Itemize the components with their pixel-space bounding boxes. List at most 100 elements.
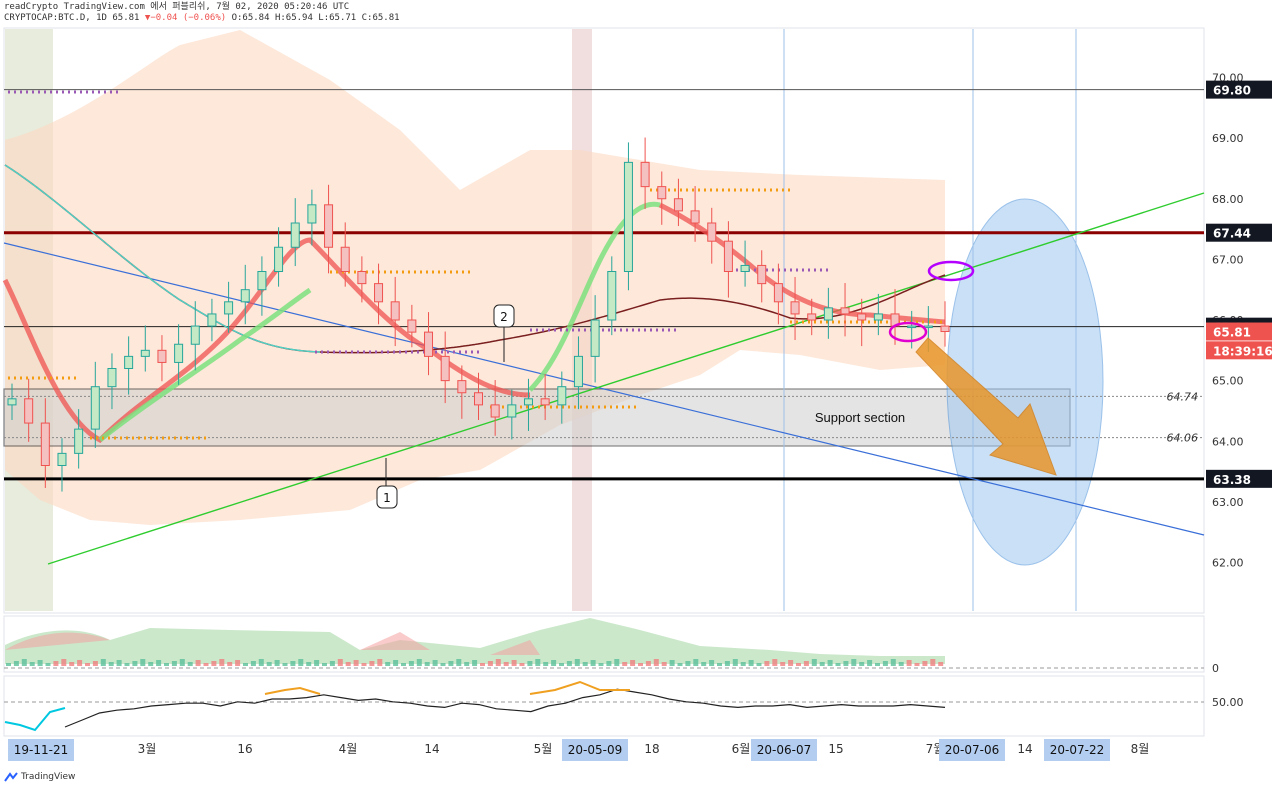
oscillator-line-orange-2 [529, 680, 630, 695]
y-tick-label: 67.00 [1212, 253, 1244, 266]
candle-body [490, 404, 500, 418]
oscillator-bar [819, 662, 825, 666]
y-tick-label: 63.00 [1212, 496, 1244, 509]
candle-body [374, 283, 384, 303]
oscillator-bar [132, 661, 138, 666]
oscillator-bar [179, 659, 185, 666]
candle-body [607, 271, 617, 321]
oscillator-bar [835, 663, 841, 666]
oscillator-pane-2 [3, 675, 1205, 737]
oscillator-bar [764, 661, 770, 666]
candle-body [840, 307, 850, 315]
candle-body [923, 325, 933, 329]
oscillator-bar [401, 663, 406, 666]
price-tag-text: 18:39:16 [1213, 344, 1273, 358]
callout-1-box [376, 485, 398, 509]
oscillator-bar [250, 661, 256, 666]
candle-body [307, 204, 317, 224]
oscillator-bar [709, 660, 715, 666]
x-tick-label: 4월 [339, 742, 358, 756]
oscillator-bar [385, 662, 391, 666]
candle-body [157, 349, 167, 363]
candles [7, 137, 950, 492]
oscillator-zero-label: 0 [1212, 662, 1219, 675]
candle-body [207, 313, 217, 327]
candle-body [773, 283, 783, 303]
oscillator-bar [645, 661, 651, 666]
oscillator-bar [827, 660, 833, 666]
candle-body [590, 319, 600, 357]
candle-body [690, 210, 700, 224]
oscillator-bar [432, 660, 438, 666]
oscillator-bar [898, 662, 904, 666]
oscillator-bar [156, 660, 162, 666]
oscillator-bar [622, 662, 628, 666]
oscillator-bars [6, 659, 944, 666]
candle-body [40, 422, 50, 466]
x-highlight-box [939, 739, 1005, 761]
price-tag-text: 67.44 [1213, 227, 1251, 241]
price-tag-box [1206, 322, 1272, 341]
candle-body [74, 428, 84, 454]
oscillator-bar [606, 661, 612, 666]
x-tick-label: 15 [828, 742, 843, 756]
oscillator-bar [653, 659, 659, 666]
oscillator-bar [393, 660, 399, 666]
y-tick-label: 65.00 [1212, 375, 1244, 388]
oscillator-bar [701, 662, 707, 666]
oscillator-bar [685, 661, 691, 666]
oscillator-bar [503, 662, 509, 666]
candle-body [424, 331, 434, 357]
oscillator-bar [669, 660, 675, 666]
candle-body [790, 301, 800, 315]
callout-2-text: 2 [500, 310, 508, 324]
oscillator-bar [337, 659, 343, 666]
candle-body [940, 325, 950, 333]
oscillator-bar [748, 660, 754, 666]
symbol-label: CRYPTOCAP:BTC.D, 1D 65.81 [4, 13, 140, 23]
candle-body [257, 271, 267, 291]
candle-body [190, 325, 200, 345]
oscillator-cloud-red [5, 632, 540, 655]
candle-body [390, 301, 400, 321]
candle-body [823, 307, 833, 321]
oscillator-bar [472, 660, 478, 666]
oscillator-bar [693, 659, 699, 666]
oscillator-bar [661, 662, 667, 666]
candle-body [407, 319, 417, 333]
oscillator-bar [92, 661, 98, 666]
oscillator-line-cyan [4, 707, 66, 732]
candle-body [340, 246, 350, 272]
ma-green-band-2 [528, 201, 661, 392]
price-axis[interactable]: 62.0063.0064.0065.0066.0067.0068.0069.00… [1212, 72, 1244, 570]
x-highlight-box [562, 739, 628, 761]
oscillator-bar [140, 659, 146, 666]
candle-body [623, 161, 633, 272]
level-value-label: 64.74 [1167, 390, 1199, 403]
callout-1-text: 1 [383, 491, 391, 505]
price-tag-text: 69.80 [1213, 84, 1251, 98]
oscillator-bar [724, 661, 730, 666]
x-tick-label: 5월 [534, 742, 553, 756]
chart-header: readCrypto TradingView.com 에서 퍼블리쉬, 7월 0… [4, 2, 400, 24]
oscillator-bar [535, 659, 541, 666]
oscillator-bar [6, 663, 11, 666]
ma-green-band-1 [98, 287, 312, 442]
oscillator-bar [369, 661, 375, 666]
oscillator-bar [519, 663, 525, 666]
x-highlight-box [8, 739, 74, 761]
oscillator-bar [788, 660, 794, 666]
oscillator-bar [440, 663, 446, 666]
price-tag-text: 63.38 [1213, 473, 1251, 487]
oscillator-bar [811, 659, 817, 666]
oscillator-bar [361, 663, 367, 666]
oscillator-bar [511, 660, 517, 666]
y-tick-label: 64.00 [1212, 435, 1244, 448]
price-tag-text: 65.81 [1213, 326, 1251, 340]
oscillator-bar [274, 660, 280, 666]
candle-body [7, 398, 17, 406]
oscillator-bar [314, 660, 320, 666]
tradingview-brand: TradingView [21, 772, 76, 782]
